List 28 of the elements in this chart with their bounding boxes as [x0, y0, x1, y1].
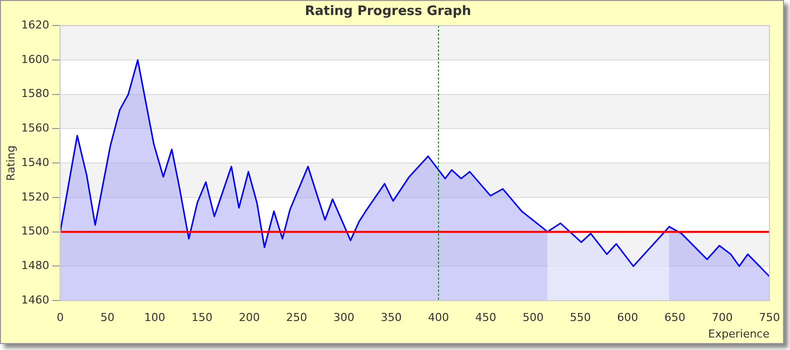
x-tick-label: 0: [56, 311, 64, 324]
x-tick-label: 600: [617, 311, 638, 324]
y-tick-label: 1460: [21, 293, 50, 306]
x-tick-label: 450: [475, 311, 496, 324]
y-axis-title: Rating: [4, 145, 18, 181]
x-tick-label: 500: [522, 311, 544, 324]
y-tick-label: 1600: [21, 52, 50, 66]
y-tick-label: 1620: [21, 18, 50, 32]
chart-title: Rating Progress Graph: [304, 4, 472, 20]
x-tick-label: 250: [286, 311, 308, 324]
y-tick-label: 1480: [21, 259, 50, 272]
x-axis-title: Experience: [708, 327, 770, 340]
x-tick-label: 700: [712, 311, 733, 324]
x-tick-label: 300: [333, 311, 354, 324]
x-tick-label: 150: [192, 311, 213, 324]
x-tick-label: 350: [380, 311, 402, 324]
y-tick-label: 1560: [21, 122, 50, 135]
y-tick-label: 1520: [21, 190, 50, 204]
x-tick-label: 400: [428, 311, 449, 324]
x-tick-label: 550: [570, 311, 591, 324]
y-tick-label: 1500: [21, 224, 50, 238]
y-tick-label: 1540: [21, 156, 50, 169]
x-tick-label: 750: [759, 311, 780, 324]
x-tick-label: 50: [100, 311, 114, 324]
x-tick-label: 650: [664, 311, 686, 324]
x-tick-label: 100: [144, 311, 166, 324]
y-tick-label: 1580: [21, 87, 50, 100]
x-tick-label: 200: [238, 311, 260, 324]
